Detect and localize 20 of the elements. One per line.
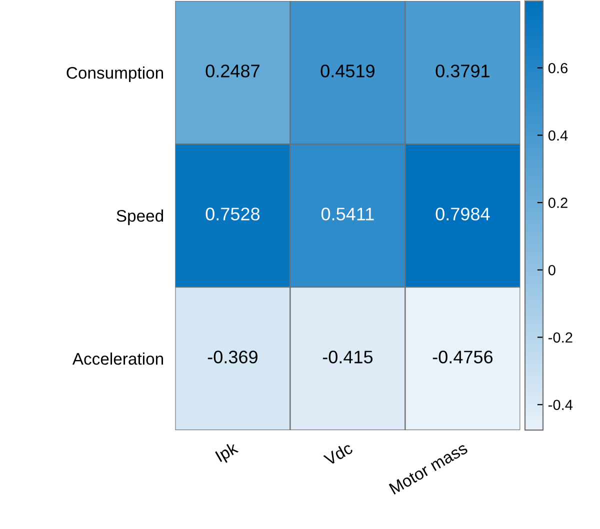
data-label: 0.5411 xyxy=(321,208,374,220)
data-label: 0.3791 xyxy=(436,64,490,78)
x-tick-label: Ipk xyxy=(214,441,240,465)
data-label: 0.2487 xyxy=(206,64,260,78)
y-tick-label: Acceleration xyxy=(72,352,164,365)
data-label: -0.415 xyxy=(322,350,373,364)
data-label: 0.7984 xyxy=(436,208,490,220)
color-bar-label: 0.2 xyxy=(548,198,568,208)
color-bar-label: -0.2 xyxy=(548,332,572,343)
y-tick-label: Speed xyxy=(116,210,164,226)
data-label: 0.4519 xyxy=(320,64,374,78)
color-bar-label: -0.4 xyxy=(548,400,573,410)
x-tick-label: Vdc xyxy=(322,441,354,466)
data-label: -0.4756 xyxy=(432,350,493,364)
data-label: 0.7528 xyxy=(206,208,260,220)
data-label: -0.369 xyxy=(208,350,258,364)
color-bar-label: 0 xyxy=(548,265,556,276)
color-bar-label: 0.4 xyxy=(548,130,568,141)
color-bar-label: 0.6 xyxy=(548,62,568,74)
y-tick-label: Consumption xyxy=(66,66,164,82)
